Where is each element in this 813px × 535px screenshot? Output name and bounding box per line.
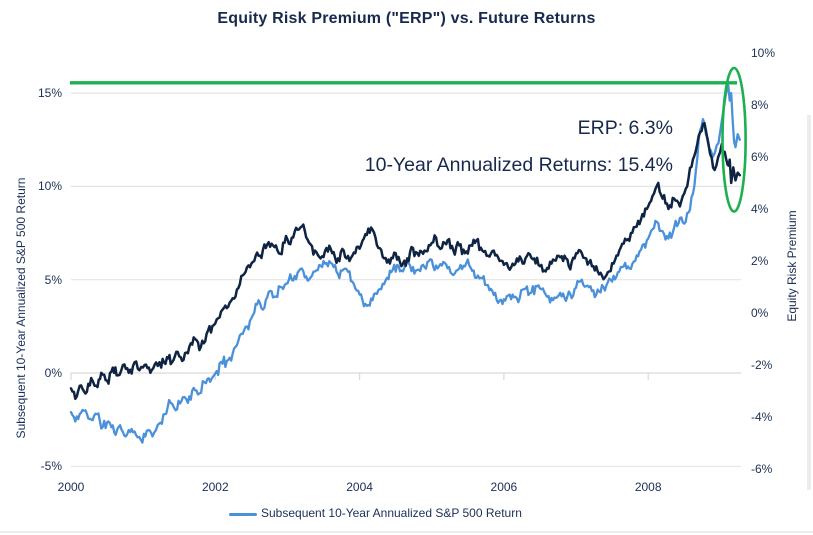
right-axis-tick-label: -2%: [751, 358, 773, 372]
left-axis-tick-label: 5%: [44, 272, 62, 287]
right-axis-tick-label: -6%: [751, 462, 773, 476]
series-line-erp: [69, 121, 742, 401]
right-axis-tick-label: 2%: [751, 254, 769, 268]
right-axis-tick-label: 8%: [751, 98, 769, 112]
legend-label: Subsequent 10-Year Annualized S&P 500 Re…: [261, 506, 522, 520]
right-axis-tick-label: 4%: [751, 202, 769, 216]
left-axis-tick-label: 10%: [37, 179, 62, 194]
legend-line-marker: [229, 513, 257, 517]
x-axis-tick-label: 2006: [490, 480, 518, 494]
x-axis-tick-label: 2002: [201, 480, 229, 494]
chart-title: Equity Risk Premium ("ERP") vs. Future R…: [217, 10, 596, 27]
annotation-10yr-return-value: 10-Year Annualized Returns: 15.4%: [364, 154, 673, 176]
left-axis-title: Subsequent 10-Year Annualized S&P 500 Re…: [14, 177, 28, 439]
left-axis-tick-label: -5%: [40, 459, 62, 474]
highlight-ellipse: [721, 66, 747, 213]
left-axis-tick-label: 15%: [37, 86, 62, 101]
right-axis-tick-label: -4%: [751, 410, 773, 424]
x-axis-tick-label: 2000: [57, 480, 85, 494]
right-axis-tick-label: 10%: [751, 46, 776, 60]
right-axis-tick-label: 6%: [751, 150, 769, 164]
right-axis-title: Equity Risk Premium: [785, 210, 799, 322]
annotation-erp-value: ERP: 6.3%: [577, 117, 673, 139]
bottom-edge-strip: [0, 531, 813, 533]
x-axis-tick-label: 2004: [346, 480, 373, 494]
right-axis-tick-label: 0%: [751, 306, 769, 320]
x-axis-tick-label: 2008: [634, 480, 662, 494]
left-axis-tick-label: 0%: [44, 366, 62, 380]
right-edge-scroll-strip: [807, 115, 811, 490]
